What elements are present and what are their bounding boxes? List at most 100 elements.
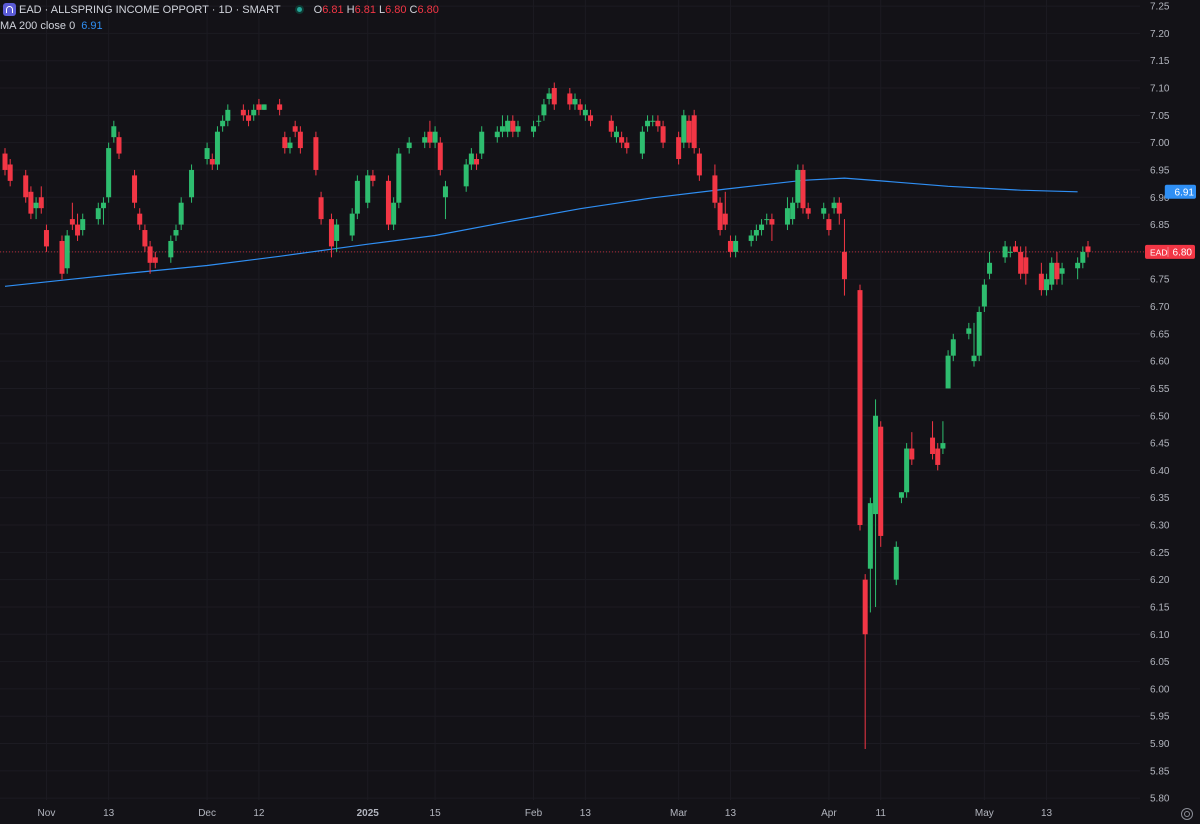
candle-body	[147, 246, 153, 263]
axis-layer: 7.25 7.20 7.15 7.10 7.05 7.00 6.95 6.90 6.85 6.80…	[38, 2, 1196, 819]
chart-settings-icon[interactable]	[1181, 808, 1193, 820]
ma-label[interactable]: MA 200 close 0	[0, 20, 76, 32]
candle-body	[722, 213, 728, 225]
candle-up	[733, 235, 739, 258]
candle-up	[349, 208, 355, 241]
x-tick-label: Mar	[670, 808, 688, 819]
candle-down	[59, 235, 65, 280]
candle-down	[624, 137, 630, 154]
candle-down	[676, 131, 682, 165]
candle-body	[966, 328, 972, 334]
candle-up	[106, 142, 112, 203]
ohlc-open-value: 6.81	[322, 3, 344, 16]
candle-up	[981, 279, 987, 312]
candle-body	[940, 443, 946, 449]
y-tick-label: 6.65	[1150, 329, 1170, 340]
x-tick-label: 13	[725, 808, 737, 819]
candle-body	[624, 142, 630, 149]
y-tick-label: 7.05	[1150, 111, 1170, 122]
candle-body	[645, 120, 651, 127]
market-status-icon[interactable]	[294, 5, 304, 14]
candle-body	[836, 202, 842, 214]
candle-down	[75, 213, 81, 241]
candle-body	[831, 202, 837, 209]
candle-down	[318, 191, 324, 225]
candle-up	[748, 230, 754, 247]
candle-down	[800, 164, 806, 214]
candle-body	[691, 115, 697, 149]
candle-body	[588, 115, 594, 121]
ohlc-close-key: C	[409, 3, 418, 16]
y-tick-label: 6.00	[1150, 684, 1170, 695]
candle-up	[945, 350, 951, 389]
candle-body	[826, 219, 832, 231]
candle-up	[753, 224, 759, 241]
candle-up	[572, 93, 578, 110]
candle-down	[297, 126, 303, 154]
candle-up	[764, 213, 770, 225]
candle-body	[1080, 251, 1086, 263]
candle-body	[318, 197, 324, 220]
candle-body	[821, 208, 827, 214]
candle-body	[567, 93, 573, 105]
ma-price-badge	[1164, 184, 1196, 199]
candle-body	[857, 290, 863, 526]
candle-body	[442, 186, 448, 198]
candle-down	[826, 213, 832, 236]
candle-body	[204, 148, 210, 160]
candle-up	[189, 164, 195, 203]
candle-body	[608, 120, 614, 132]
ohlc-low-key: L	[378, 3, 386, 16]
candle-down	[7, 159, 13, 187]
candle-up	[173, 224, 179, 241]
candle-body	[935, 448, 941, 465]
y-tick-label: 5.95	[1150, 712, 1170, 723]
candle-down	[256, 98, 262, 116]
candle-down	[1018, 246, 1024, 280]
x-tick-label: 11	[876, 808, 887, 819]
ma-legend[interactable]: MA 200 close 0 6.91	[0, 20, 103, 32]
ma-value: 6.91	[81, 20, 103, 32]
x-tick-label: 15	[430, 808, 442, 819]
candle-down	[909, 432, 915, 465]
candle-up	[1007, 246, 1013, 258]
candle-body	[106, 148, 112, 198]
candle-body	[95, 208, 101, 220]
candle-down	[313, 131, 319, 176]
candle-body	[1023, 257, 1029, 274]
x-tick-label: Apr	[821, 808, 837, 819]
candle-down	[836, 197, 842, 225]
y-tick-label: 6.10	[1150, 630, 1170, 641]
candle-body	[893, 546, 899, 580]
symbol-title[interactable]: EAD · ALLSPRING INCOME OPPORT · 1D · SMA…	[19, 3, 281, 16]
symbol-legend[interactable]: EAD · ALLSPRING INCOME OPPORT · 1D · SMA…	[0, 3, 442, 16]
candle-down	[727, 235, 733, 258]
candle-body	[1012, 246, 1018, 252]
candle-body	[717, 202, 723, 231]
candle-down	[567, 88, 573, 110]
candle-up	[784, 197, 790, 231]
candle-body	[132, 175, 138, 203]
candle-body	[971, 355, 977, 362]
candle-body	[422, 137, 428, 143]
candle-body	[712, 175, 718, 203]
candle-up	[111, 120, 117, 143]
candle-body	[619, 137, 625, 143]
candle-down	[551, 82, 557, 110]
candle-body	[33, 202, 39, 209]
candle-up	[681, 109, 687, 149]
candle-up	[220, 115, 226, 132]
candle-body	[769, 219, 775, 225]
candle-body	[1049, 262, 1055, 285]
ohlc-high-key: H	[346, 3, 355, 16]
candle-body	[354, 180, 360, 214]
candle-up	[442, 180, 448, 220]
candle-up	[505, 115, 511, 138]
candle-body	[696, 153, 702, 176]
x-tick-label: Dec	[198, 808, 216, 819]
candle-body	[261, 104, 267, 110]
y-tick-label: 7.20	[1150, 29, 1170, 40]
candle-up	[639, 126, 645, 160]
